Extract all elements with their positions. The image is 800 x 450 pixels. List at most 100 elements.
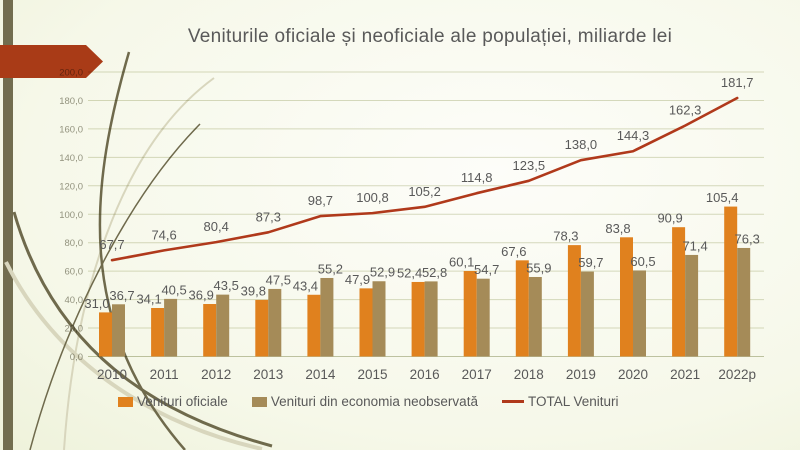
total-value-label: 144,3 <box>617 128 650 143</box>
bar-value-label: 55,2 <box>318 261 343 276</box>
decor-curve-light-2 <box>4 261 263 450</box>
y-tick-label: 200,0 <box>59 68 83 79</box>
x-tick-label: 2014 <box>305 367 336 382</box>
bar-value-label: 52,4 <box>397 265 422 280</box>
bars-group <box>99 206 751 357</box>
bar-economia-neobservata <box>268 288 282 357</box>
legend-label: TOTAL Venituri <box>527 394 619 409</box>
legend-item-economia-neobservata: Venituri din economia neobservată <box>251 394 478 409</box>
bar-venituri-oficiale <box>151 307 165 357</box>
bar-value-label: 52,9 <box>370 265 395 280</box>
y-tick-label: 20,0 <box>65 324 84 335</box>
bar-venituri-oficiale <box>99 312 112 357</box>
bar-venituri-oficiale <box>203 304 217 357</box>
legend-label: Venituri oficiale <box>137 394 228 409</box>
total-value-label: 74,6 <box>151 227 176 242</box>
bar-venituri-oficiale <box>724 206 738 357</box>
y-tick-label: 40,0 <box>65 295 84 306</box>
total-value-label: 181,7 <box>721 75 754 90</box>
y-tick-label: 180,0 <box>59 96 83 107</box>
y-tick-label: 60,0 <box>65 267 84 278</box>
decor-curve-light-1 <box>63 77 215 450</box>
bar-value-label: 36,9 <box>189 288 214 303</box>
x-tick-label: 2018 <box>514 367 544 382</box>
bar-economia-neobservata <box>737 247 751 357</box>
x-tick-label: 2022p <box>718 367 756 382</box>
bar-economia-neobservata <box>685 254 699 357</box>
bar-value-label: 36,7 <box>109 288 134 303</box>
bar-venituri-oficiale <box>515 260 529 357</box>
y-tick-label: 120,0 <box>59 181 83 192</box>
bar-value-label: 78,3 <box>553 229 578 244</box>
bar-value-label: 54,7 <box>474 262 499 277</box>
x-tick-label: 2011 <box>150 367 179 382</box>
bar-value-label: 47,5 <box>266 272 291 287</box>
total-value-label: 98,7 <box>308 193 333 208</box>
red-arrow-shape <box>0 45 103 78</box>
bar-economia-neobservata <box>112 304 125 357</box>
bar-value-label: 60,1 <box>449 255 474 270</box>
bar-value-label: 47,9 <box>345 272 370 287</box>
total-value-label: 162,3 <box>669 103 702 118</box>
total-value-label: 67,7 <box>99 237 124 252</box>
brown-bar-swatch-icon <box>251 396 267 407</box>
x-tick-label: 2013 <box>253 367 283 382</box>
total-value-label: 80,4 <box>204 219 229 234</box>
bar-economia-neobservata <box>580 271 594 357</box>
grid-group: 0,0 20,0 40,0 60,0 80,0 100,0 120,0 140,0 160,0 1… <box>59 68 764 363</box>
legend-item-venituri-oficiale: Venituri oficiale <box>118 394 228 409</box>
bar-economia-neobservata <box>164 298 178 357</box>
bar-venituri-oficiale <box>255 299 269 357</box>
x-tick-label: 2021 <box>670 367 700 382</box>
bar-venituri-oficiale <box>672 227 686 357</box>
x-tick-label: 2019 <box>566 367 596 382</box>
y-tick-label: 80,0 <box>65 238 84 249</box>
left-accent-bar <box>3 0 13 450</box>
bar-value-label: 40,5 <box>161 282 186 297</box>
legend-item-total-venituri: TOTAL Venituri <box>501 394 619 409</box>
bar-value-label: 43,5 <box>214 278 239 293</box>
bar-economia-neobservata <box>528 276 542 357</box>
total-value-label: 105,2 <box>408 184 441 199</box>
bar-value-label: 59,7 <box>578 255 603 270</box>
bar-venituri-oficiale <box>307 294 321 357</box>
bar-value-label: 90,9 <box>657 211 682 226</box>
x-tick-label: 2016 <box>410 367 440 382</box>
bar-value-label: 43,4 <box>293 278 318 293</box>
total-value-label: 123,5 <box>513 158 546 173</box>
x-tick-label: 2017 <box>462 367 492 382</box>
y-tick-label: 0,0 <box>70 352 83 363</box>
x-tick-label: 2010 <box>97 367 127 382</box>
bar-economia-neobservata <box>216 294 230 357</box>
y-tick-label: 160,0 <box>59 124 83 135</box>
bar-venituri-oficiale <box>411 281 425 357</box>
total-value-label: 100,8 <box>356 190 389 205</box>
x-tick-label: 2015 <box>357 367 387 382</box>
bar-value-label: 83,8 <box>605 221 630 236</box>
bar-value-label: 71,4 <box>682 238 707 253</box>
bar-value-label: 39,8 <box>241 283 266 298</box>
labels-group: 31,036,7 67,7 2010 34,140,5 74,6 2011 36,943,5… <box>84 75 760 382</box>
legend-label: Venituri din economia neobservată <box>270 394 478 409</box>
bar-venituri-oficiale <box>620 237 633 357</box>
bar-value-label: 34,1 <box>136 291 161 306</box>
y-tick-label: 140,0 <box>59 153 83 164</box>
bar-venituri-oficiale <box>359 288 373 357</box>
bar-economia-neobservata <box>633 270 646 357</box>
total-value-label: 87,3 <box>256 209 281 224</box>
decor-curve-dark-1 <box>12 211 273 448</box>
bar-economia-neobservata <box>424 281 438 357</box>
bar-economia-neobservata <box>320 277 334 357</box>
bar-value-label: 76,3 <box>735 231 760 246</box>
chart-legend: Venituri oficiale Venituri din economia … <box>118 394 619 409</box>
red-line-swatch-icon <box>501 400 524 403</box>
chart-title: Veniturile oficiale și neoficiale ale po… <box>187 26 673 47</box>
x-tick-label: 2020 <box>618 367 648 382</box>
x-tick-label: 2012 <box>201 367 231 382</box>
y-tick-label: 100,0 <box>59 210 83 221</box>
total-value-label: 138,0 <box>565 137 598 152</box>
bar-value-label: 60,5 <box>630 254 655 269</box>
bar-value-label: 31,0 <box>84 296 109 311</box>
total-value-label: 114,8 <box>461 170 493 185</box>
